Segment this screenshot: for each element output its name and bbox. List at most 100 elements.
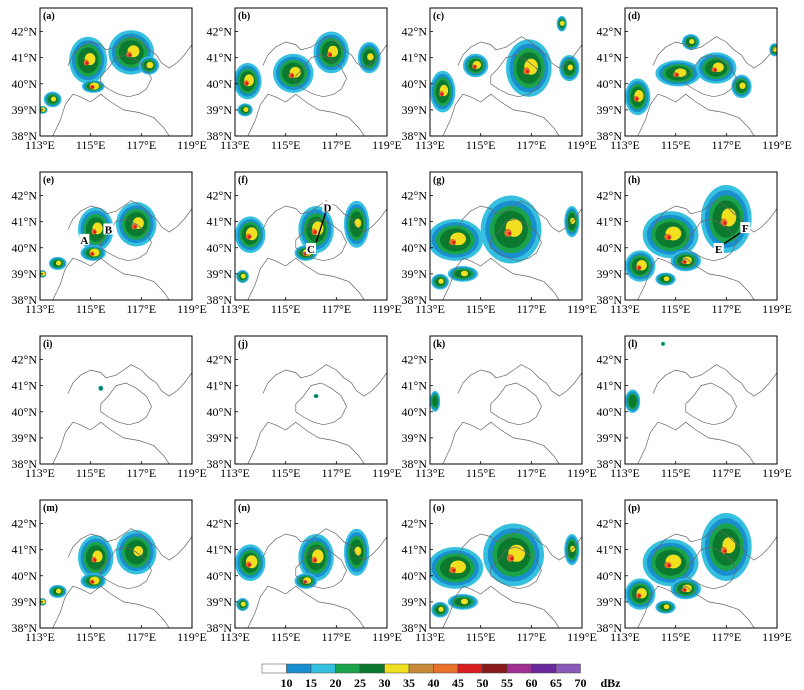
reflectivity-core	[245, 81, 249, 85]
colorbar-swatch	[335, 663, 361, 674]
province-boundary	[442, 421, 560, 464]
reflectivity-core	[133, 546, 144, 557]
y-tick-label: 39°N	[207, 595, 233, 609]
province-boundary	[247, 93, 365, 136]
reflectivity-echo	[432, 395, 438, 408]
reflectivity-core	[723, 549, 727, 553]
y-tick-label: 38°N	[402, 621, 428, 635]
colorbar-swatch	[261, 663, 287, 674]
reflectivity-core	[290, 74, 294, 78]
map-panel: E F (h) 113°E 115°E 117°E 119°E 38°N 39°N 40°N 41°…	[597, 171, 792, 316]
x-tick-label: 113°E	[220, 138, 250, 152]
reflectivity-core	[713, 68, 717, 72]
y-tick-label: 38°N	[402, 293, 428, 307]
x-tick-label: 117°E	[126, 630, 156, 644]
reflectivity-core	[440, 92, 444, 96]
x-tick-label: 115°E	[76, 138, 106, 152]
y-tick-label: 39°N	[207, 431, 233, 445]
y-tick-label: 40°N	[207, 77, 233, 91]
x-tick-label: 113°E	[25, 302, 55, 316]
province-boundary	[52, 93, 170, 136]
province-boundary	[637, 421, 755, 464]
x-tick-label: 119°E	[762, 302, 792, 316]
map-panel: (k) 113°E 115°E 117°E 119°E 38°N 39°N 40°N 41°N 4…	[402, 335, 597, 480]
annotation-box	[713, 243, 724, 255]
province-boundary	[295, 218, 347, 262]
panel-label: (e)	[43, 175, 54, 186]
reflectivity-core	[559, 20, 565, 26]
x-tick-label: 119°E	[372, 466, 402, 480]
reflectivity-core	[243, 107, 249, 113]
colorbar-tick-label: 45	[452, 676, 464, 690]
annotation-box	[79, 233, 90, 245]
map-background	[40, 336, 192, 464]
colorbar-tick-label: 15	[305, 676, 317, 690]
y-tick-label: 38°N	[12, 621, 38, 635]
y-tick-label: 42°N	[207, 189, 233, 203]
x-tick-label: 115°E	[466, 302, 496, 316]
x-tick-label: 119°E	[372, 138, 402, 152]
x-tick-label: 117°E	[516, 466, 546, 480]
province-boundary	[247, 257, 365, 300]
x-tick-label: 115°E	[271, 138, 301, 152]
panel-label: (m)	[43, 503, 58, 514]
x-tick-label: 117°E	[516, 630, 546, 644]
y-tick-label: 40°N	[597, 241, 623, 255]
x-tick-label: 115°E	[466, 466, 496, 480]
colorbar-tick-label: 60	[526, 676, 538, 690]
colorbar-unit: dBz	[601, 676, 622, 690]
y-tick-label: 39°N	[597, 595, 623, 609]
x-tick-label: 113°E	[220, 302, 250, 316]
y-tick-label: 40°N	[597, 405, 623, 419]
reflectivity-core	[683, 588, 687, 592]
panel-label: (h)	[628, 175, 640, 186]
x-tick-label: 113°E	[415, 466, 445, 480]
colorbar-swatch	[531, 663, 557, 674]
y-tick-label: 40°N	[597, 569, 623, 583]
reflectivity-core	[40, 107, 46, 112]
y-tick-label: 41°N	[597, 51, 623, 65]
reflectivity-core	[460, 598, 469, 605]
province-boundary	[67, 200, 192, 233]
x-tick-label: 115°E	[466, 138, 496, 152]
y-tick-label: 39°N	[402, 431, 428, 445]
y-tick-label: 38°N	[12, 129, 38, 143]
x-tick-label: 119°E	[567, 630, 597, 644]
y-tick-label: 42°N	[12, 517, 38, 531]
province-boundary	[457, 36, 582, 69]
x-tick-label: 119°E	[177, 630, 207, 644]
y-tick-label: 42°N	[207, 353, 233, 367]
y-tick-label: 42°N	[12, 353, 38, 367]
reflectivity-core	[128, 53, 132, 57]
map-background	[40, 8, 192, 136]
y-tick-label: 42°N	[402, 25, 428, 39]
province-boundary	[637, 93, 755, 136]
colorbar-tick-label: 70	[575, 676, 587, 690]
x-tick-label: 115°E	[661, 138, 691, 152]
map-panel: (o) 113°E 115°E 117°E 119°E 38°N 39°N 40°N 41°N 4…	[402, 499, 597, 644]
colorbar-tick-label: 25	[354, 676, 366, 690]
y-tick-label: 39°N	[597, 103, 623, 117]
x-tick-label: 117°E	[321, 630, 351, 644]
y-tick-label: 41°N	[207, 379, 233, 393]
y-tick-label: 38°N	[207, 457, 233, 471]
annotation-label: C	[307, 244, 315, 256]
map-frame	[234, 499, 388, 629]
map-panel: (d) 113°E 115°E 117°E 119°E 38°N 39°N 40°N 41°N 4…	[597, 7, 792, 152]
y-tick-label: 38°N	[402, 129, 428, 143]
map-frame	[624, 7, 778, 137]
reflectivity-core	[683, 260, 687, 264]
map-frame	[624, 171, 778, 301]
x-tick-label: 117°E	[516, 302, 546, 316]
province-boundary	[100, 546, 152, 590]
annotation-box	[103, 223, 114, 235]
map-frame	[624, 335, 778, 465]
reflectivity-core	[637, 594, 642, 598]
reflectivity-core	[438, 278, 444, 284]
reflectivity-core	[354, 218, 362, 228]
reflectivity-echo	[661, 342, 665, 345]
y-tick-label: 39°N	[12, 267, 38, 281]
cross-section-line	[723, 231, 742, 245]
map-panel: (c) 113°E 115°E 117°E 119°E 38°N 39°N 40°N 41°N 4…	[402, 7, 597, 152]
